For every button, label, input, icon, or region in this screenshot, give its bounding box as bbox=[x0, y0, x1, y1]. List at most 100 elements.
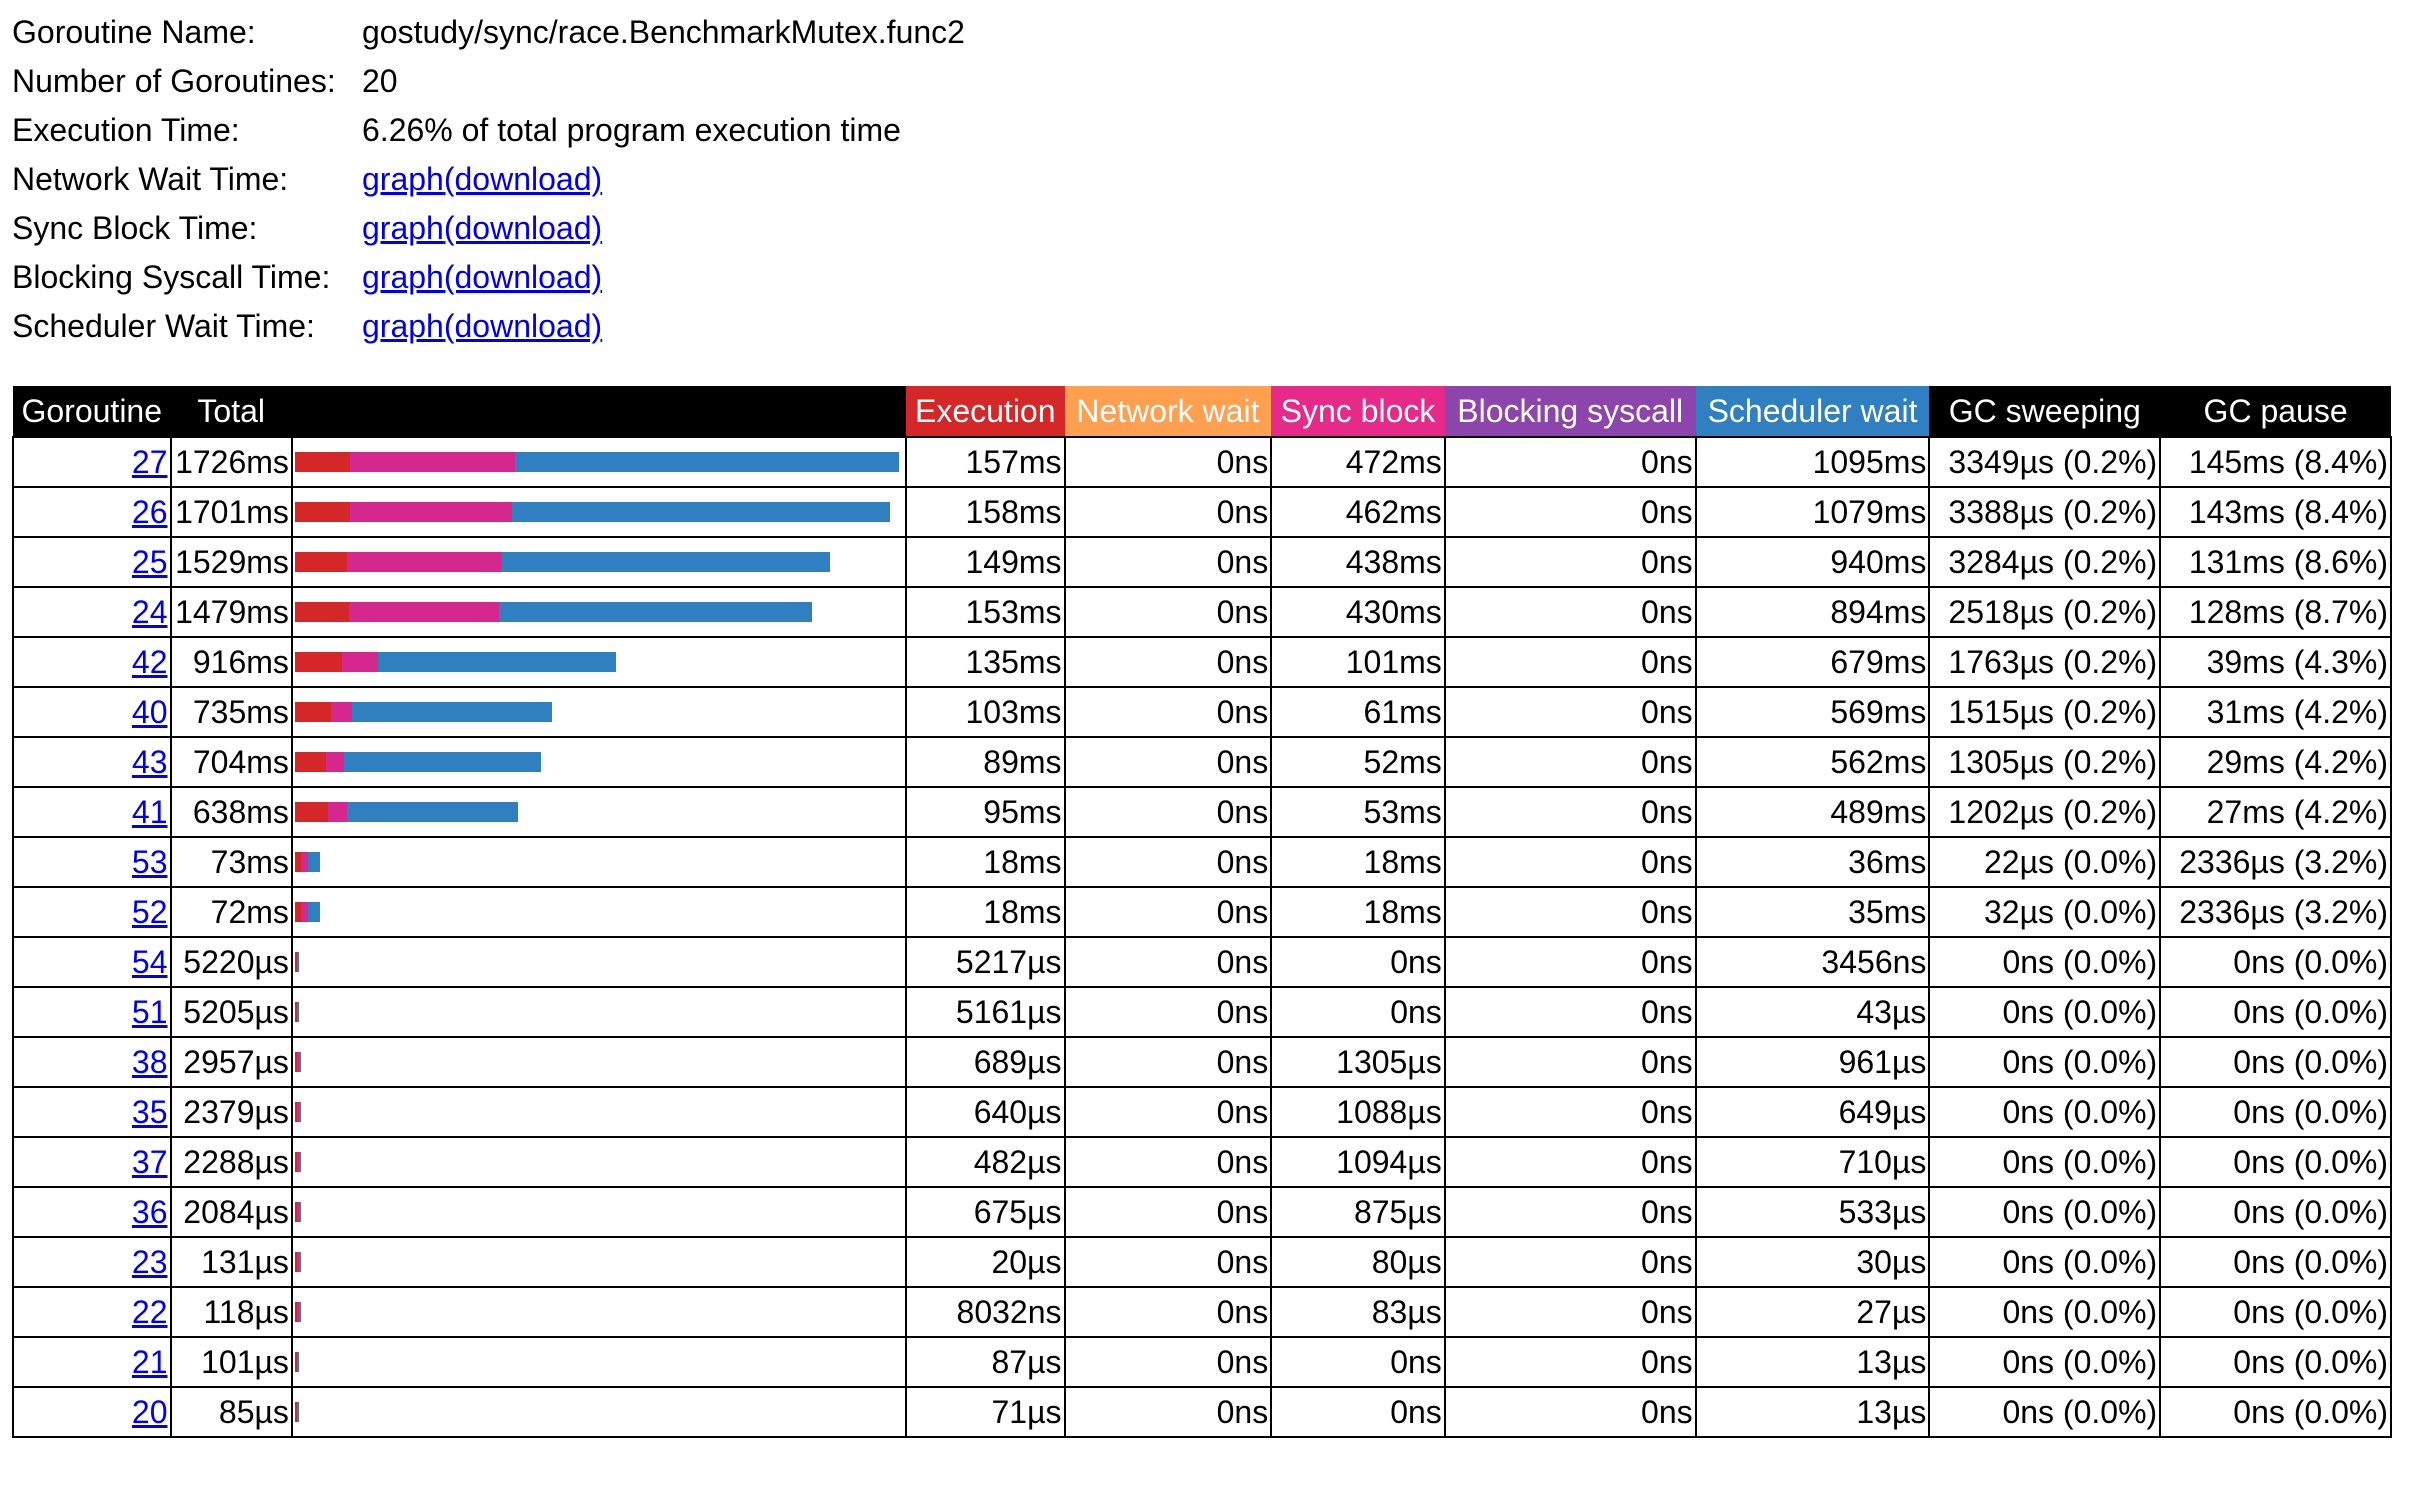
total-cell: 2288µs bbox=[169, 1136, 293, 1188]
gc-pause-cell: 131ms (8.6%) bbox=[2159, 536, 2392, 588]
execution-segment bbox=[294, 1352, 297, 1372]
goroutine-link[interactable]: 25 bbox=[131, 543, 168, 580]
table-row: 25 1529ms 149ms 0ns 438ms 0ns 940ms 3284µs (0.2… bbox=[12, 536, 2392, 588]
goroutine-link[interactable]: 20 bbox=[131, 1393, 168, 1430]
goroutine-link[interactable]: 38 bbox=[131, 1043, 168, 1080]
summary-row-name: Goroutine Name: gostudy/sync/race.Benchm… bbox=[12, 8, 965, 57]
total-cell: 5205µs bbox=[169, 986, 293, 1038]
execution-cell: 20µs bbox=[904, 1236, 1066, 1288]
header-scheduler-wait[interactable]: Scheduler wait bbox=[1695, 386, 1930, 437]
goroutine-link[interactable]: 24 bbox=[131, 593, 168, 630]
summary-value: gostudy/sync/race.BenchmarkMutex.func2 bbox=[362, 14, 965, 50]
time-breakdown-bar bbox=[294, 1102, 904, 1122]
table-row: 51 5205µs 5161µs 0ns 0ns 0ns 43µs 0ns (0.0%) 0ns… bbox=[12, 986, 2392, 1038]
blocking-syscall-cell: 0ns bbox=[1443, 786, 1697, 838]
header-goroutine[interactable]: Goroutine bbox=[13, 386, 171, 437]
gc-pause-cell: 39ms (4.3%) bbox=[2159, 636, 2392, 688]
sync-block-cell: 0ns bbox=[1270, 1336, 1446, 1388]
blocking-syscall-cell: 0ns bbox=[1443, 736, 1697, 788]
header-gc-pause[interactable]: GC pause bbox=[2160, 386, 2391, 437]
blocking-syscall-cell: 0ns bbox=[1443, 1036, 1697, 1088]
summary-label: Execution Time: bbox=[12, 112, 240, 148]
header-network-wait[interactable]: Network wait bbox=[1064, 386, 1272, 437]
summary-label: Sync Block Time: bbox=[12, 210, 258, 246]
scheduler-wait-segment bbox=[296, 1002, 299, 1022]
execution-cell: 89ms bbox=[904, 736, 1066, 788]
sync-block-cell: 0ns bbox=[1270, 986, 1446, 1038]
goroutine-link[interactable]: 54 bbox=[131, 943, 168, 980]
gc-sweeping-cell: 0ns (0.0%) bbox=[1928, 1336, 2162, 1388]
table-row: 27 1726ms 157ms 0ns 472ms 0ns 1095ms 3349µs (0.… bbox=[12, 436, 2392, 488]
goroutine-link[interactable]: 52 bbox=[131, 893, 168, 930]
goroutine-link[interactable]: 35 bbox=[131, 1093, 168, 1130]
time-breakdown-bar bbox=[294, 702, 904, 722]
sync-download-link[interactable]: (download) bbox=[443, 210, 603, 246]
time-breakdown-bar-cell bbox=[290, 586, 907, 638]
goroutine-link[interactable]: 42 bbox=[131, 643, 168, 680]
goroutine-id-cell: 26 bbox=[12, 486, 172, 538]
execution-cell: 482µs bbox=[904, 1136, 1066, 1188]
execution-cell: 103ms bbox=[904, 686, 1066, 738]
sync-block-cell: 52ms bbox=[1270, 736, 1446, 788]
network-wait-cell: 0ns bbox=[1063, 1136, 1273, 1188]
goroutine-id-cell: 35 bbox=[12, 1086, 172, 1138]
goroutine-link[interactable]: 37 bbox=[131, 1143, 168, 1180]
scheduler-wait-cell: 679ms bbox=[1694, 636, 1931, 688]
syscall-graph-link[interactable]: graph bbox=[362, 259, 444, 295]
goroutine-link[interactable]: 43 bbox=[131, 743, 168, 780]
gc-sweeping-cell: 1515µs (0.2%) bbox=[1928, 686, 2162, 738]
scheduler-wait-segment bbox=[346, 802, 519, 822]
time-breakdown-bar-cell bbox=[290, 886, 907, 938]
goroutine-link[interactable]: 22 bbox=[131, 1293, 168, 1330]
header-gc-sweeping[interactable]: GC sweeping bbox=[1929, 386, 2161, 437]
time-breakdown-bar bbox=[294, 502, 904, 522]
blocking-syscall-cell: 0ns bbox=[1443, 986, 1697, 1038]
blocking-syscall-cell: 0ns bbox=[1443, 1136, 1697, 1188]
header-total[interactable]: Total bbox=[170, 386, 292, 437]
syscall-download-link[interactable]: (download) bbox=[443, 259, 603, 295]
execution-cell: 18ms bbox=[904, 886, 1066, 938]
time-breakdown-bar bbox=[294, 602, 904, 622]
network-graph-link[interactable]: graph bbox=[362, 161, 444, 197]
summary-value: 6.26% of total program execution time bbox=[362, 112, 901, 148]
goroutine-link[interactable]: 51 bbox=[131, 993, 168, 1030]
sync-block-cell: 53ms bbox=[1270, 786, 1446, 838]
table-row: 21 101µs 87µs 0ns 0ns 0ns 13µs 0ns (0.0%) 0ns (0… bbox=[12, 1336, 2392, 1388]
execution-cell: 675µs bbox=[904, 1186, 1066, 1238]
sync-block-cell: 438ms bbox=[1270, 536, 1446, 588]
scheduler-wait-segment bbox=[298, 1302, 301, 1322]
execution-segment bbox=[294, 1302, 297, 1322]
header-execution[interactable]: Execution bbox=[905, 386, 1065, 437]
sync-graph-link[interactable]: graph bbox=[362, 210, 444, 246]
header-sync-block[interactable]: Sync block bbox=[1271, 386, 1445, 437]
scheduler-graph-link[interactable]: graph bbox=[362, 308, 444, 344]
blocking-syscall-cell: 0ns bbox=[1443, 536, 1697, 588]
goroutine-link[interactable]: 23 bbox=[131, 1243, 168, 1280]
goroutine-link[interactable]: 36 bbox=[131, 1193, 168, 1230]
execution-cell: 18ms bbox=[904, 836, 1066, 888]
goroutine-link[interactable]: 27 bbox=[131, 443, 168, 480]
gc-sweeping-cell: 0ns (0.0%) bbox=[1928, 1236, 2162, 1288]
time-breakdown-bar-cell bbox=[290, 736, 907, 788]
goroutine-link[interactable]: 21 bbox=[131, 1343, 168, 1380]
header-blocking-syscall[interactable]: Blocking syscall bbox=[1444, 386, 1696, 437]
time-breakdown-bar-cell bbox=[290, 836, 907, 888]
goroutine-id-cell: 42 bbox=[12, 636, 172, 688]
time-breakdown-bar-cell bbox=[290, 1386, 907, 1438]
summary-row-syscall: Blocking Syscall Time: graph(download) bbox=[12, 253, 965, 302]
total-cell: 916ms bbox=[169, 636, 293, 688]
gc-pause-cell: 0ns (0.0%) bbox=[2159, 1086, 2392, 1138]
goroutine-link[interactable]: 26 bbox=[131, 493, 168, 530]
sync-block-segment bbox=[296, 1302, 299, 1322]
goroutine-link[interactable]: 41 bbox=[131, 793, 168, 830]
network-download-link[interactable]: (download) bbox=[443, 161, 603, 197]
network-wait-cell: 0ns bbox=[1063, 636, 1273, 688]
goroutine-link[interactable]: 40 bbox=[131, 693, 168, 730]
gc-sweeping-cell: 0ns (0.0%) bbox=[1928, 1186, 2162, 1238]
network-wait-cell: 0ns bbox=[1063, 786, 1273, 838]
scheduler-wait-cell: 710µs bbox=[1694, 1136, 1931, 1188]
scheduler-wait-cell: 940ms bbox=[1694, 536, 1931, 588]
scheduler-download-link[interactable]: (download) bbox=[443, 308, 603, 344]
execution-cell: 8032ns bbox=[904, 1286, 1066, 1338]
goroutine-link[interactable]: 53 bbox=[131, 843, 168, 880]
